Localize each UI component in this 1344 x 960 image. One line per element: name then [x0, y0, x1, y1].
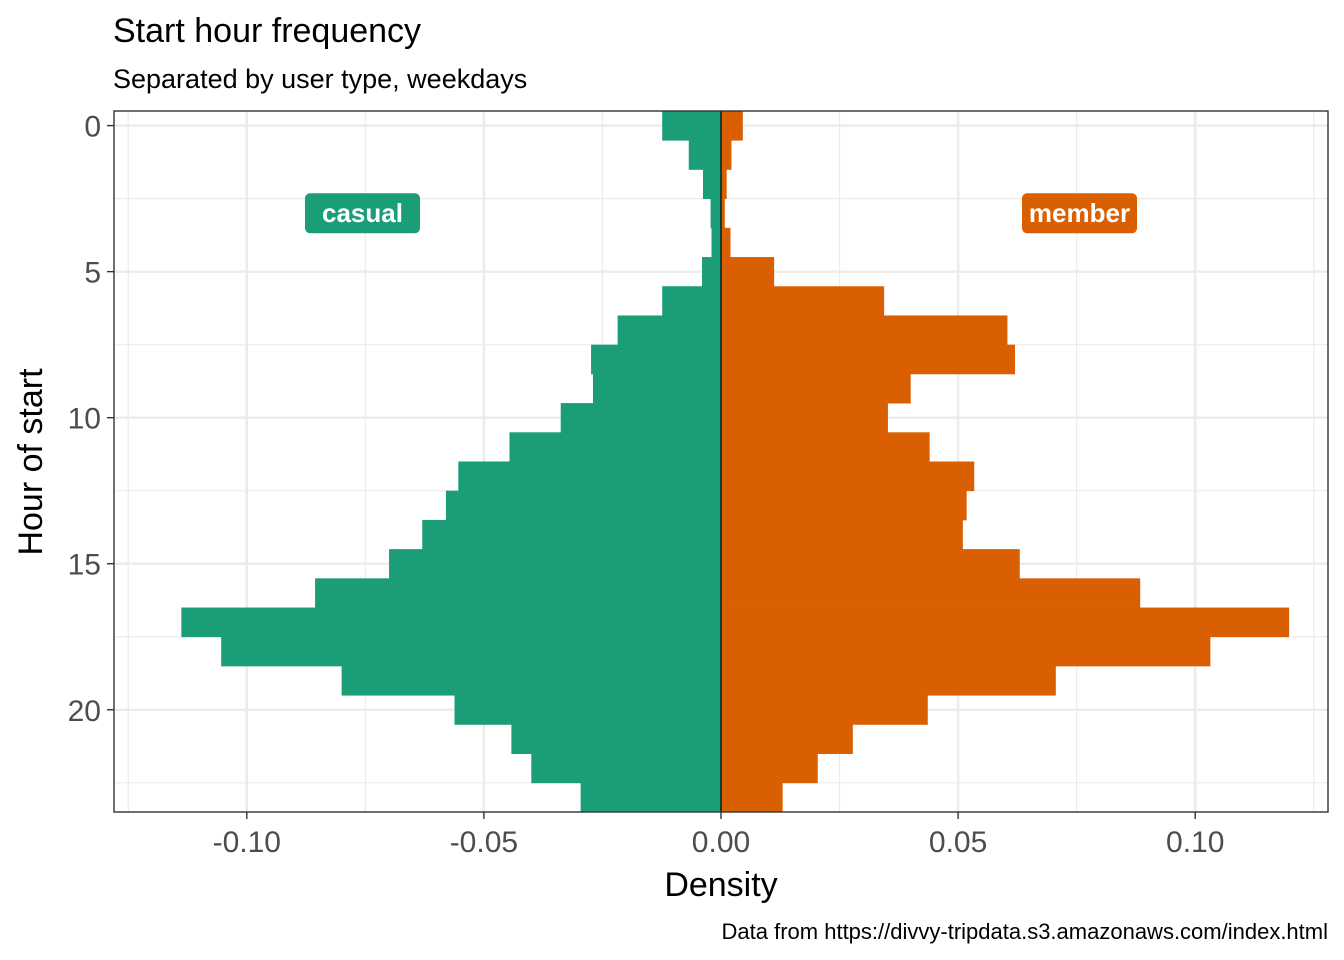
bar-member-hour-22 — [721, 753, 818, 784]
series-label-member: member — [1022, 193, 1138, 234]
x-tick-label: 0.05 — [929, 826, 987, 859]
y-tick-label: 10 — [68, 403, 101, 436]
bar-member-hour-1 — [721, 140, 732, 170]
bar-member-hour-18 — [721, 636, 1211, 667]
y-tick-label: 5 — [84, 257, 101, 290]
bar-member-hour-19 — [721, 665, 1056, 696]
bar-member-hour-12 — [721, 461, 975, 492]
y-tick-label: 0 — [84, 111, 101, 144]
bar-member-hour-5 — [721, 257, 775, 287]
x-axis-title: Density — [664, 866, 777, 904]
bar-casual-hour-0 — [662, 111, 721, 141]
bar-casual-hour-11 — [509, 432, 721, 462]
chart-title: Start hour frequency — [113, 12, 421, 50]
bar-casual-hour-2 — [702, 169, 721, 200]
series-labels: casual member — [304, 193, 1138, 234]
bar-member-hour-9 — [721, 373, 911, 404]
x-tick-label: 0.00 — [692, 826, 750, 859]
bar-member-hour-6 — [721, 286, 885, 316]
series-label-text: member — [1029, 198, 1130, 228]
bar-casual-hour-17 — [181, 607, 722, 638]
bar-member-hour-3 — [721, 198, 725, 229]
series-label-box — [304, 193, 420, 234]
bar-casual-hour-15 — [389, 549, 721, 579]
bar-casual-hour-12 — [458, 461, 721, 492]
y-tick-label: 20 — [68, 695, 101, 728]
chart-subtitle: Separated by user type, weekdays — [113, 64, 527, 94]
series-label-box — [1022, 193, 1138, 234]
bar-member-hour-4 — [721, 227, 731, 258]
bar-casual-hour-10 — [560, 403, 721, 433]
bar-member-hour-2 — [721, 169, 727, 200]
bar-casual-hour-18 — [221, 636, 721, 667]
bar-member-hour-17 — [721, 607, 1290, 638]
bar-member-hour-21 — [721, 724, 853, 754]
bar-casual-hour-9 — [592, 373, 721, 404]
bar-member-hour-14 — [721, 519, 963, 550]
chart-caption: Data from https://divvy-tripdata.s3.amaz… — [722, 919, 1328, 944]
bar-member-hour-10 — [721, 403, 888, 433]
bar-casual-hour-20 — [454, 695, 721, 725]
bar-casual-hour-21 — [511, 724, 721, 754]
bar-casual-hour-22 — [531, 753, 721, 784]
bar-casual-hour-4 — [711, 227, 721, 258]
bar-casual-hour-6 — [662, 286, 721, 316]
bar-casual-hour-8 — [591, 344, 721, 375]
bar-casual-hour-7 — [617, 315, 721, 346]
x-tick-label: -0.05 — [450, 826, 518, 859]
bar-casual-hour-3 — [710, 198, 721, 229]
series-label-text: casual — [322, 198, 403, 228]
bar-casual-hour-16 — [315, 578, 721, 608]
bar-member-hour-11 — [721, 432, 930, 462]
bar-casual-hour-14 — [422, 519, 721, 550]
series-label-casual: casual — [304, 193, 420, 234]
bar-member-hour-16 — [721, 578, 1141, 608]
bar-member-hour-13 — [721, 490, 967, 521]
bar-casual-hour-19 — [341, 665, 721, 696]
bar-member-hour-7 — [721, 315, 1008, 346]
bar-member-hour-0 — [721, 111, 743, 141]
x-axis-ticks: -0.10 -0.05 0.00 0.05 0.10 — [213, 812, 1224, 859]
x-tick-label: 0.10 — [1166, 826, 1224, 859]
bar-casual-hour-23 — [580, 782, 721, 813]
y-axis-ticks: 0 5 10 15 20 — [68, 111, 114, 728]
bar-casual-hour-5 — [702, 257, 721, 287]
bar-member-hour-8 — [721, 344, 1016, 375]
bars — [181, 111, 1290, 813]
bar-member-hour-23 — [721, 782, 783, 813]
bar-casual-hour-1 — [688, 140, 721, 170]
bar-member-hour-15 — [721, 549, 1020, 579]
y-tick-label: 15 — [68, 549, 101, 582]
bar-member-hour-20 — [721, 695, 928, 725]
y-axis-title: Hour of start — [12, 368, 50, 556]
bar-casual-hour-13 — [445, 490, 721, 521]
x-tick-label: -0.10 — [213, 826, 281, 859]
